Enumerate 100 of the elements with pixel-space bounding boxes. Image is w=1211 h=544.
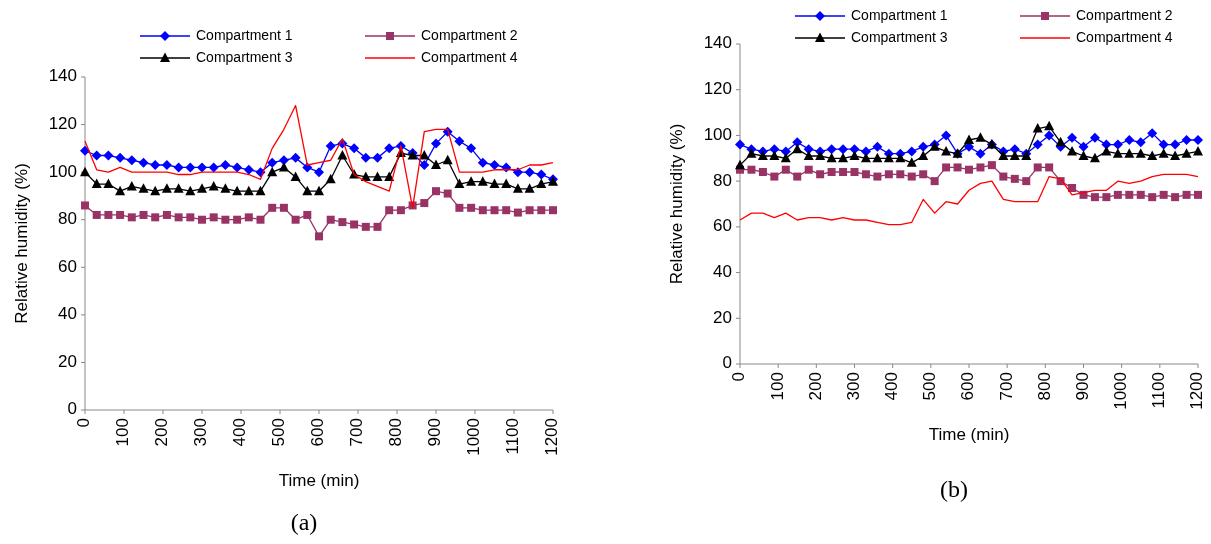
point bbox=[467, 203, 476, 212]
point bbox=[770, 172, 779, 181]
point bbox=[350, 220, 359, 229]
legend-label: Compartment 1 bbox=[851, 6, 948, 23]
point bbox=[907, 172, 916, 181]
point bbox=[512, 183, 523, 193]
point bbox=[278, 155, 289, 166]
x-tick-label: 500 bbox=[920, 372, 940, 401]
point bbox=[918, 150, 929, 160]
point bbox=[536, 169, 547, 180]
point bbox=[999, 172, 1008, 181]
point bbox=[139, 210, 148, 219]
point bbox=[279, 203, 288, 212]
point bbox=[127, 213, 136, 222]
point bbox=[232, 185, 243, 196]
point bbox=[431, 138, 441, 149]
x-tick-label: 800 bbox=[386, 418, 406, 447]
x-tick-label: 600 bbox=[308, 418, 328, 447]
point bbox=[278, 161, 289, 172]
x-tick-label: 200 bbox=[805, 372, 825, 401]
point bbox=[221, 215, 230, 224]
point bbox=[431, 159, 441, 170]
point bbox=[1148, 193, 1157, 202]
point bbox=[384, 143, 395, 154]
point bbox=[1135, 148, 1146, 158]
point bbox=[1182, 190, 1191, 199]
x-tick-label: 400 bbox=[230, 418, 250, 447]
point bbox=[361, 222, 370, 231]
point bbox=[1102, 193, 1111, 202]
x-tick-label: 1100 bbox=[1149, 372, 1169, 409]
x-tick-label: 300 bbox=[843, 372, 863, 401]
point bbox=[501, 178, 512, 189]
point bbox=[1045, 163, 1054, 172]
point bbox=[349, 143, 360, 154]
point bbox=[220, 183, 231, 193]
point bbox=[524, 183, 535, 193]
point bbox=[161, 183, 172, 193]
x-tick-label: 0 bbox=[74, 418, 94, 428]
point bbox=[315, 232, 323, 241]
point bbox=[173, 162, 184, 173]
x-tick-label: 400 bbox=[882, 372, 902, 401]
point bbox=[81, 201, 89, 210]
point bbox=[197, 162, 207, 173]
point bbox=[185, 185, 196, 196]
point bbox=[338, 218, 347, 227]
x-tick-label: 1200 bbox=[542, 418, 562, 456]
point bbox=[757, 150, 768, 160]
point bbox=[384, 171, 395, 181]
point bbox=[466, 143, 477, 154]
point bbox=[918, 141, 929, 152]
point bbox=[524, 167, 535, 178]
point bbox=[826, 144, 837, 155]
point bbox=[1112, 139, 1123, 150]
y-tick-label: 140 bbox=[703, 33, 732, 53]
y-tick-label: 40 bbox=[713, 262, 732, 282]
point bbox=[372, 152, 383, 163]
point bbox=[1171, 193, 1180, 202]
point bbox=[209, 213, 218, 222]
point bbox=[477, 176, 488, 186]
point bbox=[1113, 190, 1122, 199]
y-tick-label: 20 bbox=[58, 351, 77, 371]
point bbox=[1044, 120, 1055, 131]
point bbox=[827, 168, 836, 176]
point bbox=[267, 166, 278, 177]
point bbox=[1068, 184, 1077, 192]
point bbox=[1032, 139, 1043, 150]
point bbox=[443, 189, 452, 198]
point bbox=[850, 168, 859, 176]
point bbox=[173, 183, 184, 193]
point bbox=[792, 143, 803, 154]
point bbox=[302, 185, 313, 196]
point bbox=[220, 160, 231, 171]
legend-label: Compartment 3 bbox=[851, 28, 948, 45]
point bbox=[490, 206, 499, 215]
point bbox=[325, 173, 336, 184]
point bbox=[454, 136, 465, 147]
point bbox=[513, 208, 522, 217]
point bbox=[884, 170, 893, 179]
point bbox=[1055, 136, 1066, 147]
point bbox=[186, 213, 195, 222]
point bbox=[525, 206, 534, 215]
text: (b) bbox=[940, 476, 968, 502]
point bbox=[746, 148, 757, 158]
point bbox=[975, 132, 986, 142]
point bbox=[769, 150, 780, 160]
point bbox=[232, 162, 243, 173]
point bbox=[942, 163, 951, 172]
point bbox=[197, 183, 207, 193]
point bbox=[419, 160, 430, 171]
point bbox=[906, 157, 917, 167]
y-tick-label: 60 bbox=[713, 216, 732, 236]
point bbox=[976, 163, 985, 172]
x-tick-label: 1000 bbox=[1111, 372, 1131, 410]
y-tick-label: 80 bbox=[713, 170, 732, 190]
point bbox=[758, 168, 767, 176]
point bbox=[208, 180, 219, 191]
point bbox=[895, 152, 906, 163]
point bbox=[432, 187, 440, 196]
point bbox=[1078, 141, 1089, 152]
point bbox=[839, 168, 848, 176]
